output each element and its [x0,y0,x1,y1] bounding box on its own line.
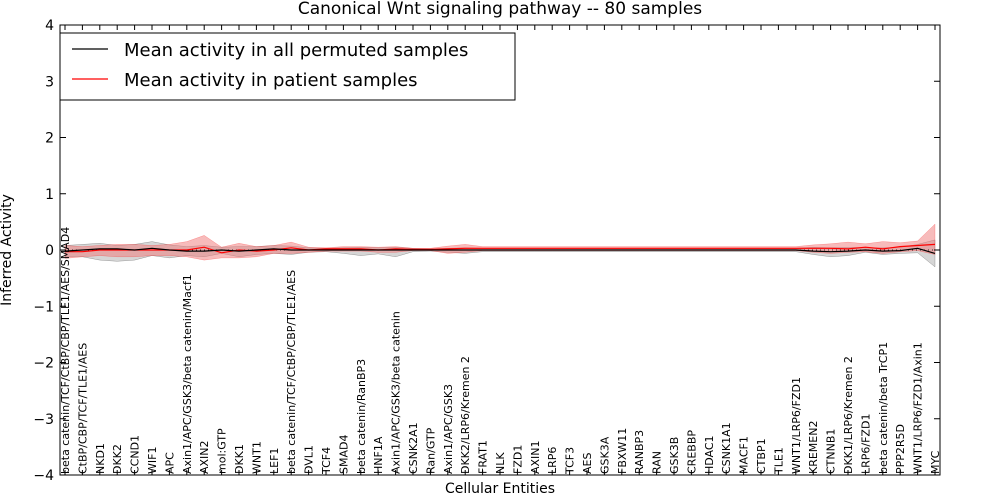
band-series-1 [64,223,936,261]
x-category-label: RAN [651,451,664,474]
x-category-label: PPP2R5D [894,424,907,474]
x-category-label: beta catenin/RanBP3 [355,359,368,474]
x-category-label: TCF3 [564,447,577,475]
x-axis-label: Cellular Entities [445,481,555,497]
y-tick-label: 3 [45,74,54,90]
x-category-label: APC [163,452,176,474]
x-category-label: RANBP3 [633,430,646,474]
legend-box [59,32,516,101]
x-category-label: HDAC1 [703,435,716,474]
x-category-label: CSNK1A1 [720,422,733,474]
x-category-label: SMAD4 [337,435,350,474]
x-category-label: HNF1A [372,436,385,474]
y-tick-label: −2 [33,356,54,372]
x-category-label: DKK2 [111,444,124,474]
x-category-label: LRP6/FZD1 [859,414,872,474]
x-category-label: WNT1 [250,441,263,474]
y-axis: 4 3 2 1 0 −1 −2 −3 −4 [33,18,940,484]
y-tick-label: 0 [45,243,54,259]
x-category-label: CTBP1 [755,438,768,474]
x-category-label: MYC [929,450,942,474]
legend-label-patient: Mean activity in patient samples [124,70,418,91]
x-category-label: AES [581,453,594,474]
x-category-label: beta catenin/TCF/CtBP/CBP/TLE1/AES [285,270,298,474]
line-series-1 [65,243,936,254]
x-category-label: WNT1/LRP6/FZD1 [790,377,803,474]
x-category-label: TCF4 [320,447,333,475]
x-category-labels: beta catenin/TCF/CtBP/CBP/TLE1/AES/SMAD4… [59,25,942,475]
x-category-label: KREMEN2 [807,421,820,474]
x-category-label: GSK3A [598,436,611,474]
legend: Mean activity in all permuted samples Me… [59,32,516,101]
x-category-label: CCND1 [129,435,142,474]
x-category-label: AXIN2 [198,440,211,474]
plot-frame [59,24,941,476]
x-category-label: LEF1 [268,448,281,474]
x-category-label: beta catenin/TCF/CtBP/CBP/TLE1/AES/SMAD4 [59,227,72,474]
x-category-label: CTNNB1 [825,429,838,474]
x-category-label: Axin1/APC/GSK3 [442,384,455,474]
x-category-label: Ran/GTP [424,427,437,474]
y-tick-label: −1 [33,299,54,315]
x-category-label: DKK1/LRP6/Kremen 2 [842,356,855,474]
x-category-label: CREBBP [685,430,698,474]
x-category-label: Axin1/APC/GSK3/beta catenin/Macf1 [181,274,194,474]
x-category-label: beta catenin/beta TrCP1 [877,342,890,474]
chart-title: Canonical Wnt signaling pathway -- 80 sa… [298,0,702,19]
x-category-label: TLE1 [772,447,785,475]
y-tick-label: −4 [33,468,54,484]
x-category-label: DVL1 [303,445,316,474]
x-category-label: FBXW11 [616,428,629,474]
y-tick-label: 4 [45,18,54,34]
y-axis-label: Inferred Activity [0,194,15,306]
x-category-label: GSK3B [668,437,681,474]
x-category-label: DKK1 [233,444,246,474]
y-tick-label: 2 [45,131,54,147]
confidence-bands [64,223,936,268]
legend-label-permuted: Mean activity in all permuted samples [124,40,468,61]
x-category-label: WNT1/LRP6/FZD1/Axin1 [912,342,925,474]
x-category-label: NKD1 [94,443,107,474]
y-tick-label: −3 [33,412,54,428]
x-category-label: MACF1 [738,436,751,474]
x-category-label: FRAT1 [477,440,490,474]
x-category-label: NLK [494,452,507,474]
x-category-label: CtBP/CBP/TCF/TLE1/AES [76,343,89,474]
x-category-label: DKK2/LRP6/Kremen 2 [459,356,472,474]
y-tick-label: 1 [45,187,54,203]
x-category-label: AXIN1 [529,440,542,474]
x-category-label: CSNK2A1 [407,422,420,474]
x-category-label: WIF1 [146,447,159,474]
x-category-label: FZD1 [511,445,524,474]
x-category-label: Axin1/APC/GSK3/beta catenin [390,311,403,474]
x-category-label: mol:GTP [216,428,229,474]
x-category-label: LRP6 [546,447,559,474]
line-series-0 [64,247,936,254]
series-lines [60,243,940,254]
